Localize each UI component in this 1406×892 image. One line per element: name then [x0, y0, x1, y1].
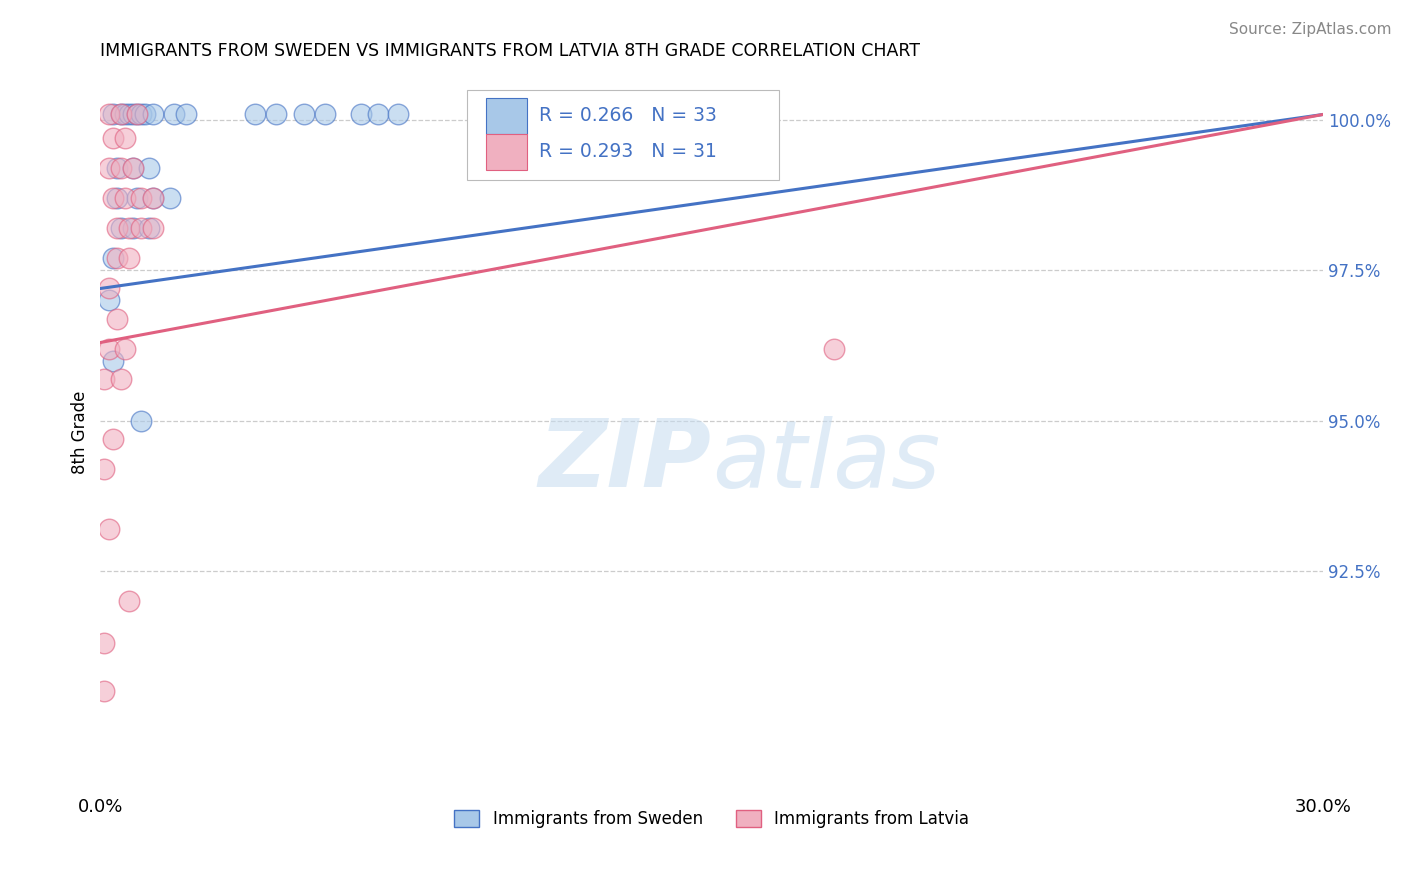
Point [110, 107, 132, 121]
Point [101, 107, 124, 121]
Point [114, 342, 136, 356]
Point [142, 191, 165, 205]
Point [125, 107, 148, 121]
Point [110, 161, 132, 176]
Y-axis label: 8th Grade: 8th Grade [72, 391, 89, 475]
FancyBboxPatch shape [485, 135, 527, 169]
Point [118, 107, 141, 121]
Point [350, 107, 373, 121]
Text: atlas: atlas [711, 416, 941, 507]
Text: ZIP: ZIP [538, 416, 711, 508]
Point [97, 281, 120, 295]
Point [114, 191, 136, 205]
Text: R = 0.266   N = 33: R = 0.266 N = 33 [540, 106, 717, 125]
Point [110, 371, 132, 385]
Point [174, 107, 197, 121]
Point [114, 107, 136, 121]
Point [367, 107, 389, 121]
Point [142, 191, 165, 205]
Point [101, 131, 124, 145]
Point [138, 161, 160, 176]
Point [122, 161, 145, 176]
Point [264, 107, 287, 121]
Point [114, 131, 136, 145]
Point [101, 252, 124, 266]
FancyBboxPatch shape [485, 98, 527, 134]
Point [97, 107, 120, 121]
Point [292, 107, 315, 121]
Text: Source: ZipAtlas.com: Source: ZipAtlas.com [1229, 22, 1392, 37]
Point [101, 191, 124, 205]
Point [122, 161, 145, 176]
Legend: Immigrants from Sweden, Immigrants from Latvia: Immigrants from Sweden, Immigrants from … [447, 803, 976, 835]
Point [118, 221, 141, 235]
Point [110, 221, 132, 235]
Point [97, 293, 120, 308]
Point [110, 107, 132, 121]
Point [129, 107, 152, 121]
Text: R = 0.293   N = 31: R = 0.293 N = 31 [540, 142, 717, 161]
Point [97, 342, 120, 356]
Point [93, 461, 115, 475]
Point [387, 107, 409, 121]
Point [118, 252, 141, 266]
Point [101, 432, 124, 446]
Point [314, 107, 336, 121]
Point [105, 161, 128, 176]
FancyBboxPatch shape [467, 90, 779, 180]
Point [97, 161, 120, 176]
Point [105, 221, 128, 235]
Point [93, 635, 115, 649]
Point [129, 221, 152, 235]
Point [138, 221, 160, 235]
Point [245, 107, 267, 121]
Point [125, 191, 148, 205]
Point [163, 107, 186, 121]
Point [122, 107, 145, 121]
Point [105, 252, 128, 266]
Point [93, 371, 115, 385]
Point [159, 191, 181, 205]
Point [105, 311, 128, 326]
Text: IMMIGRANTS FROM SWEDEN VS IMMIGRANTS FROM LATVIA 8TH GRADE CORRELATION CHART: IMMIGRANTS FROM SWEDEN VS IMMIGRANTS FRO… [100, 42, 921, 60]
Point [129, 413, 152, 427]
Point [134, 107, 156, 121]
Point [105, 191, 128, 205]
Point [101, 353, 124, 368]
Point [122, 221, 145, 235]
Point [142, 107, 165, 121]
Point [125, 107, 148, 121]
Point [97, 522, 120, 536]
Point [823, 342, 845, 356]
Point [118, 593, 141, 607]
Point [129, 191, 152, 205]
Point [142, 221, 165, 235]
Point [93, 683, 115, 698]
